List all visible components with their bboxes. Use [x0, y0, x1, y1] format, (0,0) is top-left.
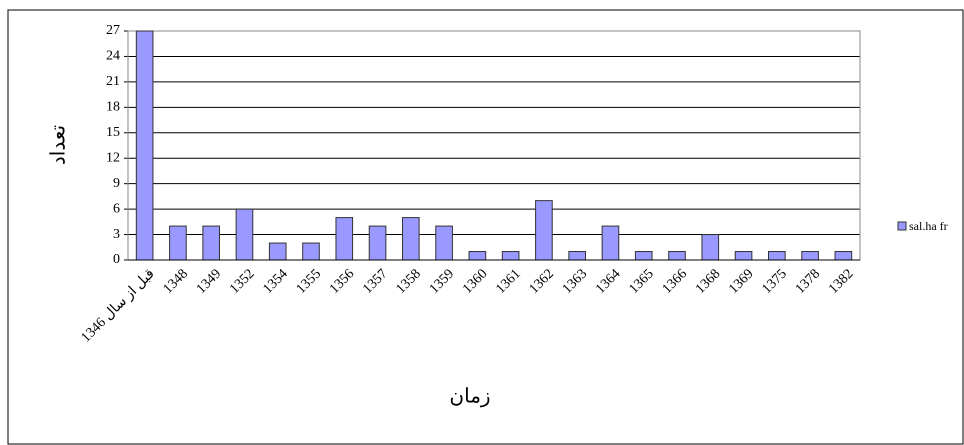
bar	[634, 251, 653, 261]
bar	[169, 225, 187, 261]
bar	[834, 251, 853, 261]
bar	[568, 251, 587, 261]
bar	[734, 251, 753, 261]
legend-label: sal.ha fr	[909, 219, 948, 233]
bar	[335, 217, 354, 261]
y-tick-label: 12	[106, 150, 120, 165]
y-tick-label: 27	[106, 23, 120, 38]
bar	[468, 251, 487, 261]
x-axis-label: زمان	[449, 386, 490, 408]
y-tick-label: 0	[113, 252, 120, 267]
bar	[435, 225, 453, 261]
y-tick-label: 21	[106, 74, 120, 89]
bar	[235, 208, 254, 261]
bar	[801, 251, 819, 261]
bar	[535, 200, 553, 261]
y-tick-label: 18	[106, 100, 120, 115]
y-tick-label: 3	[113, 227, 120, 242]
y-axis-label: تعداد	[48, 125, 70, 165]
bar	[768, 251, 786, 261]
y-tick-label: 6	[113, 201, 120, 216]
y-tick-label: 9	[113, 176, 120, 191]
bar	[501, 251, 520, 261]
legend-swatch	[897, 221, 907, 231]
y-tick-label: 15	[106, 125, 120, 140]
bar	[668, 251, 686, 261]
bar	[135, 30, 154, 261]
bar	[701, 234, 720, 261]
bar	[202, 225, 220, 261]
bar	[268, 242, 287, 261]
bar	[402, 217, 420, 261]
y-tick-label: 24	[106, 49, 120, 64]
bar	[601, 225, 620, 261]
bar	[368, 225, 387, 261]
bar	[302, 242, 320, 261]
